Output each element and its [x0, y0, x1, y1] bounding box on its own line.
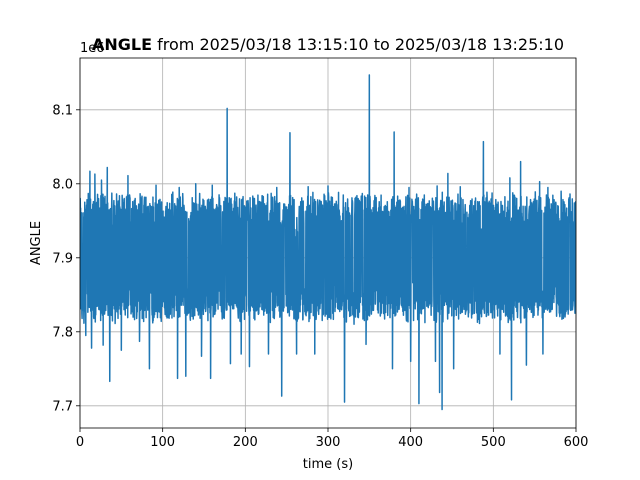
y-tick-label: 8.0 — [52, 177, 73, 192]
x-tick-label: 100 — [150, 435, 175, 450]
y-axis-ticks: 7.7 7.8 7.9 8.0 8.1 — [52, 103, 80, 414]
x-axis-label: time (s) — [303, 457, 353, 472]
chart-title-bold: ANGLE — [92, 35, 152, 54]
x-tick-label: 500 — [481, 435, 506, 450]
series-line-angle — [80, 74, 576, 411]
x-tick-label: 400 — [398, 435, 423, 450]
x-axis-ticks: 0 100 200 300 400 500 600 — [76, 428, 589, 450]
x-tick-label: 0 — [76, 435, 84, 450]
chart-title-rest: from 2025/03/18 13:15:10 to 2025/03/18 1… — [152, 35, 564, 54]
x-tick-label: 300 — [316, 435, 341, 450]
y-tick-label: 7.8 — [52, 325, 73, 340]
y-axis-label: ANGLE — [29, 221, 44, 265]
x-tick-label: 200 — [233, 435, 258, 450]
y-tick-label: 8.1 — [52, 103, 73, 118]
offset-text: 1e6 — [80, 41, 105, 56]
chart-title: ANGLE from 2025/03/18 13:15:10 to 2025/0… — [92, 35, 564, 54]
x-tick-label: 600 — [564, 435, 589, 450]
y-tick-label: 7.7 — [52, 399, 73, 414]
y-tick-label: 7.9 — [52, 251, 73, 266]
